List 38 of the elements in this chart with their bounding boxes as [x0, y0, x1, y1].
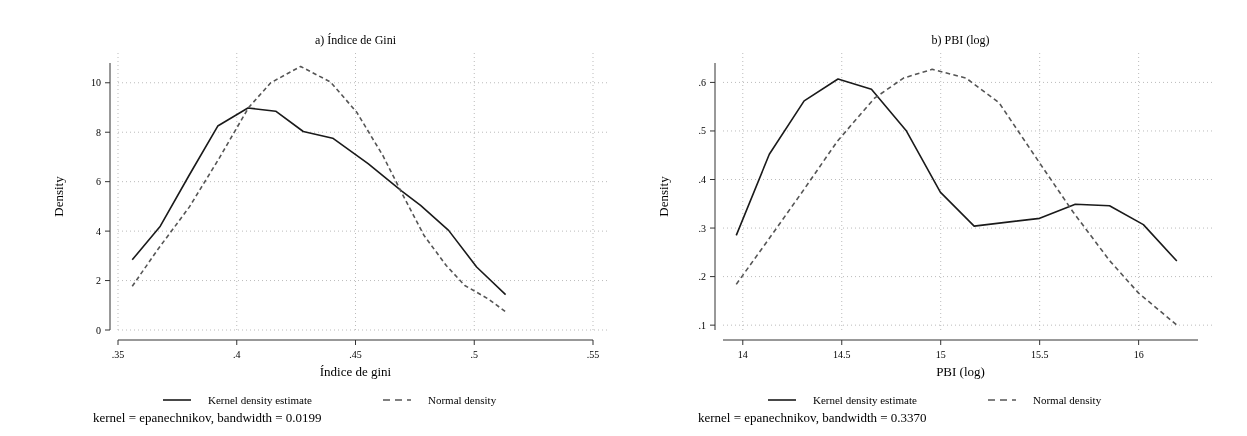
- x-axis-title: PBI (log): [936, 364, 985, 379]
- chart-title: a) Índice de Gini: [315, 33, 397, 47]
- x-tick-label: 14.5: [833, 349, 851, 360]
- line-series: [131, 65, 507, 313]
- legend-label: Kernel density estimate: [208, 393, 312, 406]
- x-tick-label: 15: [935, 349, 946, 360]
- line-series: [735, 68, 1178, 326]
- y-tick-label: 10: [91, 77, 101, 89]
- y-tick-label: .1: [698, 319, 706, 331]
- x-tick-label: .5: [470, 349, 478, 360]
- x-tick-label: .45: [349, 349, 362, 360]
- line-series: [131, 107, 507, 296]
- y-tick-label: .4: [698, 174, 706, 186]
- legend-label: Normal density: [1033, 393, 1102, 406]
- y-tick-label: 8: [96, 126, 101, 138]
- y-tick-label: 4: [96, 225, 101, 237]
- x-tick-label: 16: [1133, 349, 1144, 360]
- y-tick-label: 6: [96, 176, 101, 188]
- x-tick-label: .35: [111, 349, 125, 360]
- y-tick-label: 0: [96, 324, 101, 336]
- x-tick-label: .55: [586, 349, 600, 360]
- y-axis-title: Density: [656, 175, 671, 217]
- y-tick-label: .5: [698, 125, 706, 137]
- legend-label: Kernel density estimate: [813, 393, 917, 406]
- y-axis-title: Density: [51, 175, 66, 217]
- x-axis-title: Índice de gini: [319, 364, 392, 379]
- line-series: [735, 78, 1178, 262]
- y-tick-label: 2: [96, 275, 101, 287]
- y-tick-label: .6: [698, 76, 706, 88]
- text: kernel = epanechnikov, bandwidth = 0.0199: [93, 410, 322, 425]
- legend-label: Normal density: [428, 393, 497, 406]
- x-tick-label: .4: [233, 349, 241, 360]
- x-tick-label: 14: [737, 349, 748, 360]
- chart-title: b) PBI (log): [931, 33, 990, 47]
- text: kernel = epanechnikov, bandwidth = 0.3370: [698, 410, 927, 425]
- x-tick-label: 15.5: [1030, 349, 1049, 360]
- y-tick-label: .2: [698, 271, 706, 283]
- y-tick-label: .3: [698, 222, 706, 234]
